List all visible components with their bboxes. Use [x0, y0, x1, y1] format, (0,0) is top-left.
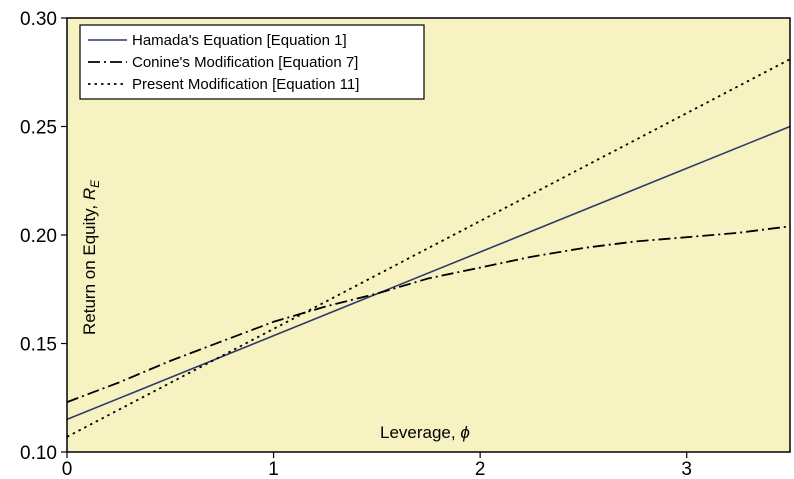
series-layer — [66, 58, 791, 438]
x-axis-label-symbol: ϕ — [460, 423, 469, 442]
legend-label: Conine's Modification [Equation 7] — [132, 54, 358, 71]
y-tick-label: 0.25 — [20, 118, 57, 139]
y-tick-label: 0.20 — [20, 226, 57, 247]
legend-label: Hamada's Equation [Equation 1] — [132, 32, 347, 49]
legend-label: Present Modification [Equation 11] — [132, 76, 359, 93]
series-line-1 — [66, 125, 791, 421]
x-axis-ticks: 0 1 2 3 — [62, 452, 692, 479]
x-tick-label: 0 — [62, 459, 73, 479]
legend: Hamada's Equation [Equation 1] Conine's M… — [79, 24, 425, 100]
series-line-2 — [66, 225, 791, 403]
y-tick-label: 0.15 — [20, 335, 57, 356]
x-axis-label: Leverage, ϕ — [380, 423, 470, 442]
x-tick-label: 3 — [681, 459, 692, 479]
x-tick-label: 1 — [268, 459, 279, 479]
y-axis-label-text: Return on Equity, — [80, 200, 99, 335]
y-axis-ticks: 0.10 0.15 0.20 0.25 0.30 — [20, 9, 67, 464]
plot-frame — [66, 17, 791, 453]
x-tick-label: 2 — [475, 459, 486, 479]
y-axis-label-symbol: R — [80, 188, 99, 200]
x-axis-label-text: Leverage, — [380, 423, 460, 442]
y-tick-label: 0.10 — [20, 443, 57, 464]
legend-box — [79, 24, 425, 100]
y-axis-label: Return on Equity, RE — [80, 179, 102, 335]
y-axis-label-subscript: E — [88, 179, 102, 188]
legend-items: Hamada's Equation [Equation 1] Conine's M… — [88, 32, 359, 93]
y-tick-label: 0.30 — [20, 9, 57, 30]
